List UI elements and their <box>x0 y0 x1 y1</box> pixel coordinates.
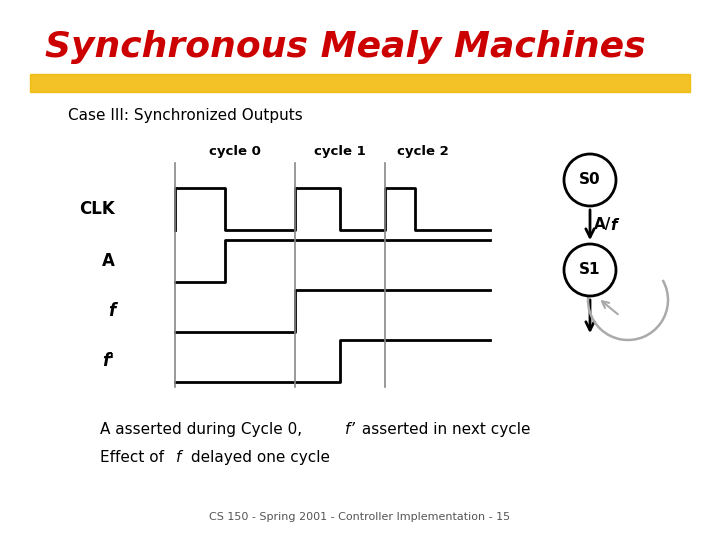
Text: f: f <box>176 450 181 465</box>
Text: A: A <box>102 252 115 270</box>
Text: cycle 2: cycle 2 <box>397 145 449 158</box>
Text: S0: S0 <box>579 172 600 187</box>
Text: cycle 1: cycle 1 <box>314 145 366 158</box>
Circle shape <box>564 154 616 206</box>
Circle shape <box>564 244 616 296</box>
Text: Synchronous Mealy Machines: Synchronous Mealy Machines <box>45 30 646 64</box>
Text: A asserted during Cycle 0,: A asserted during Cycle 0, <box>100 422 307 437</box>
Text: asserted in next cycle: asserted in next cycle <box>357 422 531 437</box>
Text: CS 150 - Spring 2001 - Controller Implementation - 15: CS 150 - Spring 2001 - Controller Implem… <box>210 512 510 522</box>
Text: CLK: CLK <box>79 200 115 218</box>
Text: f': f' <box>103 352 115 370</box>
Text: f: f <box>610 218 616 233</box>
Text: Effect of: Effect of <box>100 450 169 465</box>
Text: f’: f’ <box>345 422 356 437</box>
Text: A/: A/ <box>594 218 611 233</box>
Bar <box>30 74 690 92</box>
Text: Case III: Synchronized Outputs: Case III: Synchronized Outputs <box>68 108 302 123</box>
Text: cycle 0: cycle 0 <box>209 145 261 158</box>
Text: f: f <box>108 302 115 320</box>
Text: delayed one cycle: delayed one cycle <box>186 450 330 465</box>
Text: S1: S1 <box>580 262 600 278</box>
